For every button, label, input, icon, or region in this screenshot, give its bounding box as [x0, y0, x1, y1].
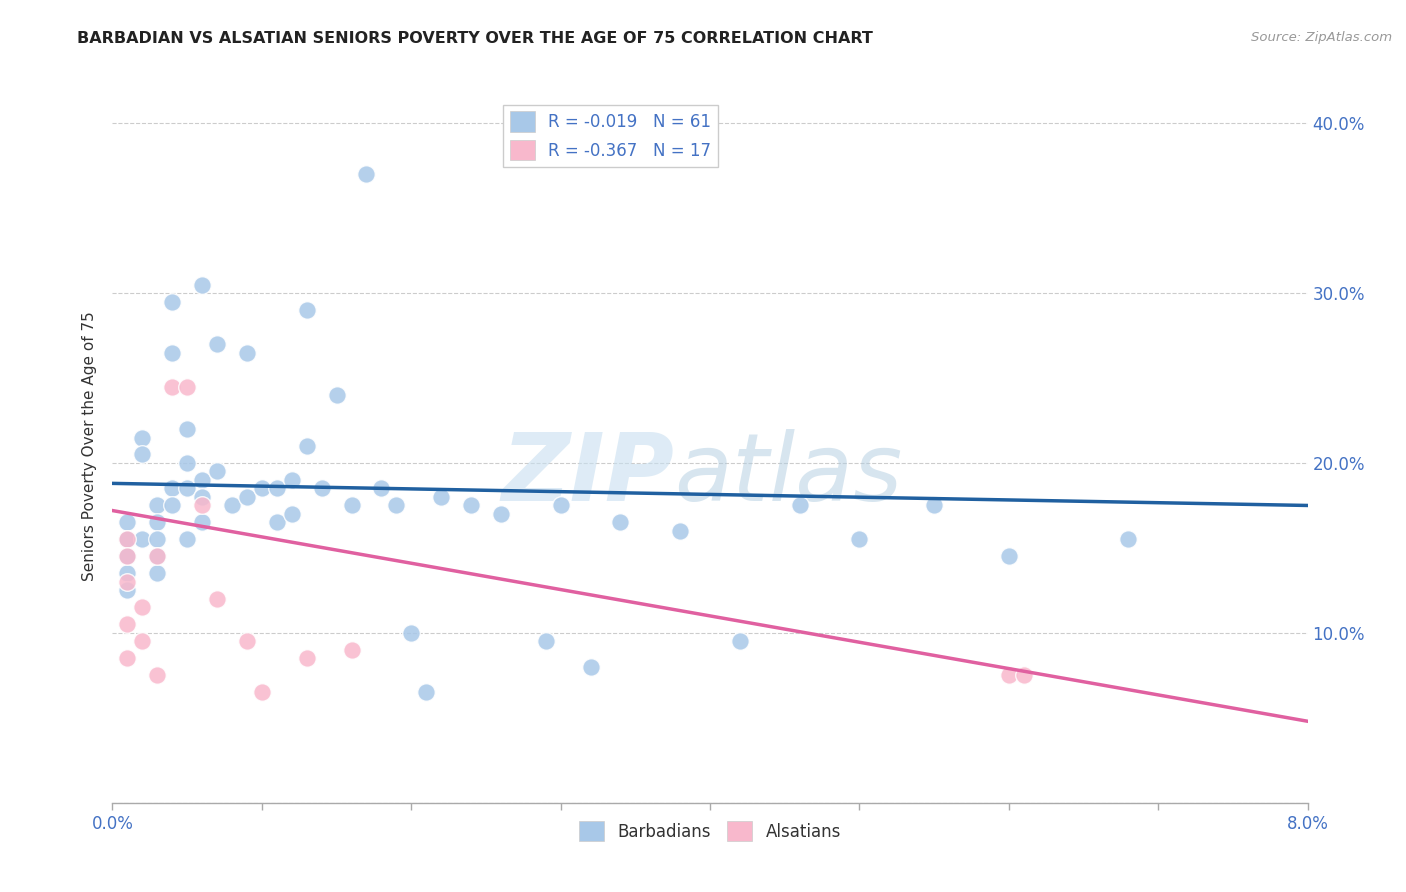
Point — [191, 277, 214, 292]
Point — [728, 634, 751, 648]
Point — [340, 643, 363, 657]
Point — [117, 574, 139, 589]
Point — [236, 634, 259, 648]
Point — [1118, 533, 1140, 547]
Point — [236, 345, 259, 359]
Point — [146, 533, 169, 547]
Point — [131, 430, 153, 444]
Point — [176, 482, 198, 496]
Point — [205, 465, 228, 479]
Point — [266, 482, 288, 496]
Point — [162, 345, 183, 359]
Point — [162, 294, 183, 309]
Point — [609, 516, 631, 530]
Point — [550, 499, 572, 513]
Point — [295, 651, 318, 665]
Point — [281, 473, 304, 487]
Point — [356, 167, 378, 181]
Text: ZIP: ZIP — [502, 428, 675, 521]
Text: Source: ZipAtlas.com: Source: ZipAtlas.com — [1251, 31, 1392, 45]
Point — [146, 549, 169, 564]
Point — [146, 566, 169, 581]
Y-axis label: Seniors Poverty Over the Age of 75: Seniors Poverty Over the Age of 75 — [82, 311, 97, 581]
Point — [534, 634, 557, 648]
Point — [176, 422, 198, 436]
Point — [117, 617, 139, 632]
Point — [221, 499, 243, 513]
Text: atlas: atlas — [675, 429, 903, 520]
Point — [250, 482, 273, 496]
Point — [325, 388, 347, 402]
Point — [295, 303, 318, 318]
Point — [117, 549, 139, 564]
Point — [281, 507, 304, 521]
Point — [191, 490, 214, 504]
Point — [117, 651, 139, 665]
Point — [998, 668, 1021, 682]
Point — [117, 533, 139, 547]
Point — [669, 524, 692, 538]
Text: BARBADIAN VS ALSATIAN SENIORS POVERTY OVER THE AGE OF 75 CORRELATION CHART: BARBADIAN VS ALSATIAN SENIORS POVERTY OV… — [77, 31, 873, 46]
Point — [415, 685, 437, 699]
Legend: Barbadians, Alsatians: Barbadians, Alsatians — [572, 814, 848, 848]
Point — [205, 337, 228, 351]
Point — [162, 379, 183, 393]
Point — [146, 668, 169, 682]
Point — [176, 456, 198, 470]
Point — [146, 516, 169, 530]
Point — [295, 439, 318, 453]
Point — [117, 583, 139, 598]
Point — [131, 634, 153, 648]
Point — [117, 533, 139, 547]
Point — [117, 549, 139, 564]
Point — [250, 685, 273, 699]
Point — [430, 490, 453, 504]
Point — [176, 379, 198, 393]
Point — [385, 499, 408, 513]
Point — [131, 448, 153, 462]
Point — [191, 499, 214, 513]
Point — [848, 533, 870, 547]
Point — [922, 499, 945, 513]
Point — [162, 499, 183, 513]
Point — [117, 533, 139, 547]
Point — [191, 516, 214, 530]
Point — [401, 626, 423, 640]
Point — [131, 533, 153, 547]
Point — [579, 660, 602, 674]
Point — [146, 499, 169, 513]
Point — [191, 473, 214, 487]
Point — [1012, 668, 1035, 682]
Point — [205, 591, 228, 606]
Point — [266, 516, 288, 530]
Point — [789, 499, 811, 513]
Point — [131, 600, 153, 615]
Point — [176, 533, 198, 547]
Point — [236, 490, 259, 504]
Point — [460, 499, 482, 513]
Point — [146, 549, 169, 564]
Point — [489, 507, 512, 521]
Point — [117, 566, 139, 581]
Point — [162, 482, 183, 496]
Point — [998, 549, 1021, 564]
Point — [340, 499, 363, 513]
Point — [370, 482, 392, 496]
Point — [117, 516, 139, 530]
Point — [311, 482, 333, 496]
Point — [117, 549, 139, 564]
